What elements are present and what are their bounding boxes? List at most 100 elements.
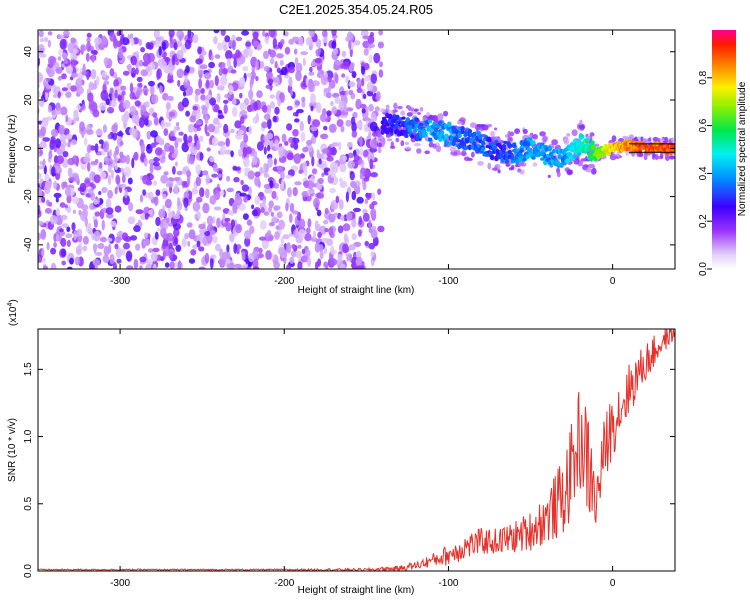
noise-blob [163,128,169,137]
noise-blob [58,48,64,57]
noise-blob [192,106,198,111]
noise-blob [237,129,245,135]
noise-blob [61,223,69,229]
noise-blob [239,102,247,111]
ridge-cell [460,130,465,135]
noise-blob [216,217,221,229]
noise-blob [86,37,91,43]
noise-blob [130,235,138,241]
noise-blob [106,237,113,242]
noise-blob [53,181,58,190]
ridge-halo [496,163,501,170]
noise-blob [105,98,110,106]
spectrogram-ytick-label: 40 [23,46,34,58]
noise-blob [177,260,182,269]
noise-blob [321,30,328,38]
noise-blob [172,165,176,175]
noise-blob [374,106,380,112]
noise-blob [150,142,157,148]
noise-blob [169,40,174,49]
noise-blob [107,174,112,186]
noise-blob [232,106,238,117]
noise-blob [143,112,150,117]
colorbar-tick-label: 0.8 [698,70,709,84]
noise-blob [191,187,198,195]
noise-blob [73,230,77,241]
noise-blob [105,207,114,215]
noise-blob [90,192,96,201]
ridge-halo [424,150,431,155]
noise-blob [248,89,254,100]
noise-blob [329,187,336,194]
noise-blob [159,58,167,70]
noise-blob [70,72,79,78]
noise-blob [295,70,302,82]
ridge-cell [410,134,415,139]
noise-blob [281,178,285,189]
noise-blob [157,36,162,42]
noise-blob [94,143,99,154]
ridge-cell [549,151,554,157]
noise-blob [243,195,248,203]
noise-blob [60,248,66,257]
noise-blob [244,236,251,247]
noise-blob [276,211,283,219]
noise-blob [255,75,259,82]
noise-blob [274,139,280,151]
noise-blob [218,256,227,267]
ridge-halo [428,142,434,148]
noise-blob [273,205,281,211]
noise-blob [165,101,171,111]
noise-blob [195,58,203,65]
ridge-halo [628,134,635,139]
ridge-cell [413,127,418,133]
noise-blob [86,32,92,38]
ridge-halo [585,167,592,173]
ridge-cell [531,156,536,160]
noise-blob [133,151,139,161]
noise-blob [235,133,243,140]
ridge-halo [385,104,390,110]
ridge-halo [461,150,467,157]
noise-blob [307,218,312,228]
noise-blob [98,162,103,169]
snr-ylabel: SNR (10 * v/v) [7,418,18,482]
ridge-cell [586,138,591,142]
noise-blob [362,149,369,158]
noise-blob [233,176,240,183]
noise-blob [120,35,124,46]
noise-blob [265,250,272,260]
noise-blob [312,119,321,128]
noise-blob [320,113,327,123]
ridge-halo [497,169,501,174]
noise-blob [326,92,332,99]
noise-blob [346,211,353,222]
noise-blob [339,180,348,188]
noise-blob [348,40,352,50]
noise-blob [230,150,234,158]
noise-blob [138,59,144,67]
noise-blob [120,167,125,174]
noise-blob [347,160,356,169]
ridge-halo [665,154,670,160]
noise-blob [107,189,113,199]
noise-blob [181,237,187,248]
ridge-halo [589,132,595,137]
ridge-cell [470,136,476,143]
noise-blob [65,233,73,239]
noise-blob [353,40,361,46]
noise-blob [96,75,100,86]
noise-blob [149,163,154,175]
noise-blob [256,90,263,98]
ridge-halo [400,110,406,116]
noise-blob [368,242,376,250]
noise-blob [249,79,253,90]
noise-blob [299,121,304,132]
noise-blob [248,125,253,135]
noise-blob [219,248,224,258]
noise-blob [143,238,151,247]
noise-blob [261,121,268,129]
noise-blob [324,207,329,215]
noise-blob [86,41,91,52]
noise-blob [364,198,369,204]
